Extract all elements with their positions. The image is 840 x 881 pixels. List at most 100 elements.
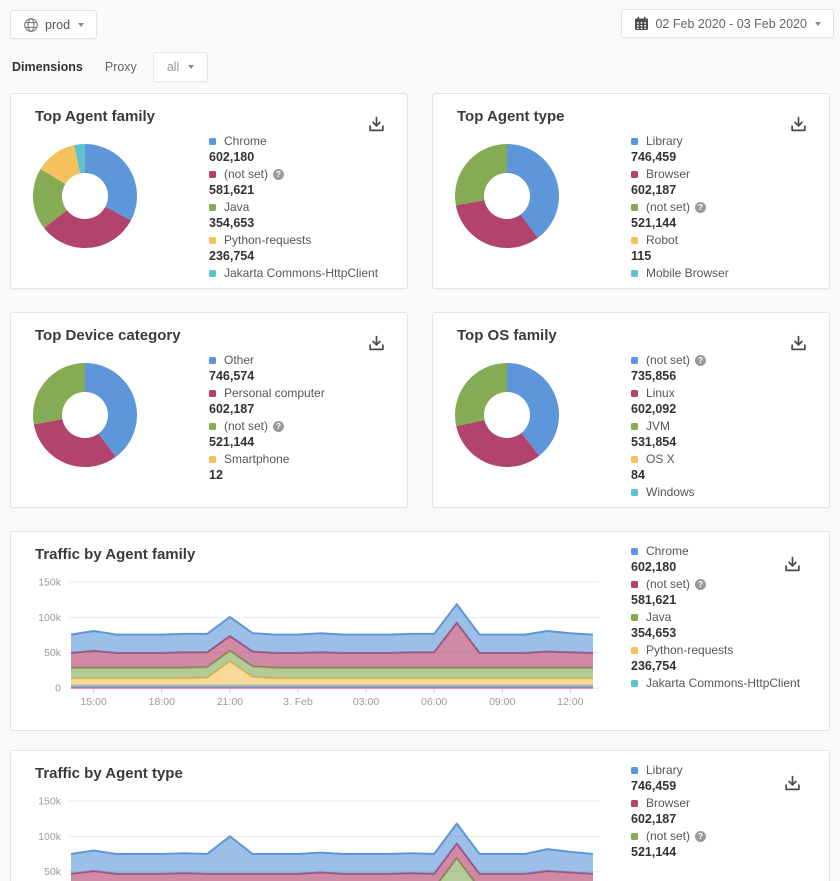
donut-slice[interactable] [32,168,67,229]
legend-item[interactable]: Library [631,134,729,148]
area-series-line [70,603,594,636]
x-axis-label: 12:00 [557,696,583,708]
legend-swatch-icon [209,170,216,178]
help-icon[interactable]: ? [695,578,707,590]
date-range-label: 02 Feb 2020 - 03 Feb 2020 [655,16,807,31]
legend-swatch-icon [631,236,638,244]
donut-slice[interactable] [74,144,85,174]
help-icon[interactable]: ? [695,830,707,842]
card-top-agent-family: Top Agent family Chrome 602,180 (not set)?… [10,93,408,289]
legend-label: (not set) [224,418,269,433]
area-series[interactable] [71,622,593,668]
legend-item[interactable]: Windows [631,485,706,499]
download-button[interactable] [788,114,809,138]
legend-swatch-icon [631,422,638,430]
legend-item[interactable]: (not set)? [631,200,729,214]
area-series-line [71,660,593,680]
legend-swatch-icon [631,613,638,621]
area-series[interactable] [71,823,593,874]
area-series[interactable] [71,604,593,653]
area-series[interactable] [71,858,593,881]
legend-value: 746,459 [631,779,677,793]
legend-item[interactable]: Chrome [209,134,378,148]
legend-item[interactable]: Chrome [631,544,800,558]
download-button[interactable] [782,554,803,578]
legend-swatch-icon [631,356,638,364]
legend-value: 602,180 [209,150,255,164]
legend-label: Browser [646,166,691,181]
download-button[interactable] [782,773,803,797]
donut-slice[interactable] [40,145,81,184]
environment-label: prod [45,17,71,32]
donut-slice[interactable] [507,363,559,456]
donut-slice[interactable] [44,206,131,248]
legend-item[interactable]: Linux [631,386,706,400]
help-icon[interactable]: ? [273,420,285,432]
legend-item[interactable]: Mobile Browser [631,266,729,280]
download-button[interactable] [366,114,387,138]
legend-value: 354,653 [631,626,677,640]
area-series[interactable] [71,650,593,679]
legend-item[interactable]: Jakarta Commons-HttpClient [631,676,800,690]
legend-item[interactable]: (not set)? [631,577,800,591]
y-axis-label: 150k [38,577,62,589]
card-title: Top Device category [35,327,181,344]
legend-item[interactable]: Personal computer [209,386,325,400]
legend-item[interactable]: (not set)? [209,419,325,433]
legend-item[interactable]: (not set)? [209,167,378,181]
legend-item[interactable]: (not set)? [631,828,707,843]
help-icon[interactable]: ? [695,354,707,366]
chart-legend: Other 746,574 Personal computer 602,187 (not… [209,353,325,485]
download-button[interactable] [366,333,387,357]
donut-slice[interactable] [455,144,507,206]
legend-swatch-icon [631,170,638,178]
donut-slice[interactable] [507,144,559,238]
donut-slice[interactable] [455,200,538,248]
legend-item[interactable]: JVM [631,419,706,433]
legend-item[interactable]: Python-requests [209,233,378,247]
legend-label: (not set) [646,576,691,591]
area-series[interactable] [71,661,593,686]
legend-item[interactable]: Python-requests [631,643,800,657]
chart-legend: (not set)? 735,856 Linux 602,092 JVM 531,854 O… [631,353,707,501]
y-axis-label: 50k [44,866,62,878]
legend-item[interactable]: Jakarta Commons-HttpClient [209,266,378,280]
legend-label: (not set) [646,828,691,843]
donut-slice[interactable] [455,363,507,427]
legend-label: Browser [646,795,691,810]
area-series[interactable] [71,843,593,881]
legend-item[interactable]: OS X [631,452,706,466]
download-icon [785,775,800,791]
download-button[interactable] [788,333,809,357]
help-icon[interactable]: ? [273,168,285,180]
donut-slice[interactable] [32,363,85,425]
donut-slice[interactable] [456,419,540,467]
donut-slice[interactable] [33,419,116,468]
legend-value: 521,144 [209,435,255,449]
proxy-filter-value: all [166,60,180,74]
legend-item[interactable]: Browser [631,796,706,810]
donut-slice[interactable] [85,144,137,221]
donut-slice[interactable] [85,363,138,457]
legend-item[interactable]: Library [631,763,706,777]
legend-label: Python-requests [646,642,734,657]
legend-item[interactable]: (not set)? [631,353,707,367]
legend-item[interactable]: Smartphone [209,452,325,466]
date-range-picker[interactable]: 02 Feb 2020 - 03 Feb 2020 [621,9,834,38]
legend-item[interactable]: Browser [631,167,729,181]
help-icon[interactable]: ? [695,201,707,213]
legend-item[interactable]: Java [209,200,378,214]
legend-label: Mobile Browser [646,265,729,280]
environment-selector[interactable]: prod [10,10,98,39]
legend-item[interactable]: Java [631,610,800,624]
legend-value: 521,144 [631,216,677,230]
proxy-filter-select[interactable]: all [152,52,209,82]
chart-legend: Library 746,459 Browser 602,187 (not set)? 52… [631,134,729,282]
legend-swatch-icon [631,646,638,654]
legend-value: 602,180 [631,560,677,574]
legend-swatch-icon [631,137,638,145]
legend-swatch-icon [631,766,638,774]
legend-item[interactable]: Robot [631,233,729,247]
legend-item[interactable]: Other [209,353,325,367]
